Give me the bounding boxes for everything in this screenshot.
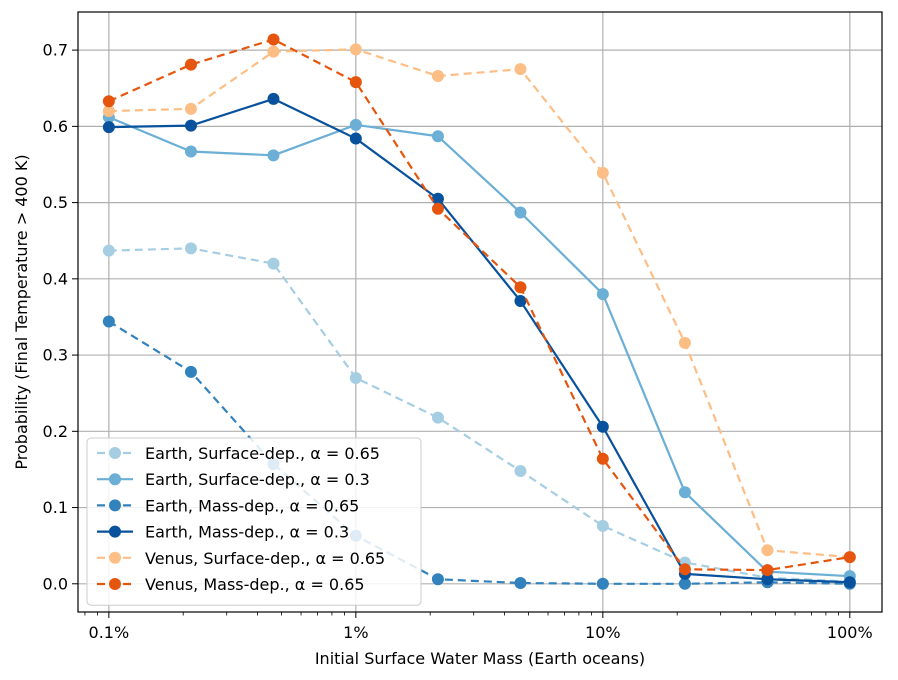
plot-frame [77, 11, 883, 613]
series-line [108, 97, 850, 584]
series-line [108, 48, 850, 559]
grid [78, 12, 882, 612]
series-3 [102, 92, 856, 589]
data-point [678, 577, 691, 590]
legend-item: Earth, Surface-dep., α = 0.65 [97, 444, 380, 463]
legend-box [86, 437, 422, 606]
data-point [678, 336, 691, 349]
x-tick-label: 0.1% [89, 623, 130, 642]
y-tick-label: 0.4 [43, 269, 68, 288]
legend-item: Venus, Mass-dep., α = 0.65 [97, 575, 365, 594]
data-point [349, 371, 362, 384]
data-point [102, 244, 115, 257]
data-point [267, 92, 280, 105]
data-point [596, 166, 609, 179]
legend-marker [109, 578, 121, 590]
x-tick-label: 10% [585, 623, 621, 642]
series-group [102, 33, 856, 590]
x-tick-label: 1% [343, 623, 368, 642]
data-point [596, 452, 609, 465]
data-point [349, 43, 362, 56]
data-point [678, 563, 691, 576]
data-point [431, 192, 444, 205]
data-point [596, 288, 609, 301]
series-5 [102, 33, 856, 577]
legend-item: Earth, Surface-dep., α = 0.3 [97, 470, 370, 489]
legend-item: Venus, Surface-dep., α = 0.65 [97, 549, 385, 568]
series-line [108, 320, 850, 585]
data-point [184, 119, 197, 132]
data-point [596, 577, 609, 590]
data-point [514, 206, 527, 219]
data-point [349, 132, 362, 145]
data-point [102, 315, 115, 328]
data-point [184, 242, 197, 255]
data-point [761, 573, 774, 586]
data-point [678, 486, 691, 499]
data-point [349, 118, 362, 131]
data-point [761, 564, 774, 577]
data-point [267, 257, 280, 270]
y-tick-label: 0.5 [43, 193, 68, 212]
x-tick-label: 100% [827, 623, 873, 642]
data-point [184, 58, 197, 71]
ticks: 0.1% 1% 10% 100% 0.0 0.1 0.2 0.3 0.4 0.5 0.6 0.7 [43, 41, 873, 642]
legend-label: Earth, Mass-dep., α = 0.3 [145, 523, 349, 542]
data-point [514, 281, 527, 294]
data-point [514, 577, 527, 590]
data-point [843, 551, 856, 564]
data-point [514, 294, 527, 307]
series-line [108, 116, 850, 578]
legend-label: Venus, Mass-dep., α = 0.65 [145, 575, 365, 594]
data-point [431, 70, 444, 83]
y-tick-label: 0.6 [43, 117, 68, 136]
y-tick-label: 0.2 [43, 422, 68, 441]
data-point [184, 145, 197, 158]
data-point [843, 576, 856, 589]
y-tick-label: 0.0 [43, 574, 68, 593]
legend-marker [109, 499, 121, 512]
data-point [349, 76, 362, 89]
data-point [514, 464, 527, 477]
data-point [102, 95, 115, 108]
legend-item: Earth, Mass-dep., α = 0.3 [97, 523, 349, 542]
data-point [431, 573, 444, 586]
data-point [514, 63, 527, 76]
legend-marker [109, 525, 121, 538]
legend-marker [109, 473, 121, 486]
legend-item: Earth, Mass-dep., α = 0.65 [97, 496, 359, 515]
y-axis-label: Probability (Final Temperature > 400 K) [12, 154, 31, 469]
legend-label: Earth, Mass-dep., α = 0.65 [145, 496, 359, 515]
data-point [102, 105, 115, 118]
series-line [108, 247, 850, 583]
legend-label: Earth, Surface-dep., α = 0.3 [145, 470, 370, 489]
x-axis-label: Initial Surface Water Mass (Earth oceans… [315, 649, 645, 668]
legend: Earth, Surface-dep., α = 0.65 Earth, Surf… [86, 437, 422, 606]
legend-label: Venus, Surface-dep., α = 0.65 [145, 549, 385, 568]
data-point [102, 121, 115, 134]
legend-label: Earth, Surface-dep., α = 0.65 [145, 444, 380, 463]
data-point [596, 519, 609, 532]
data-point [267, 33, 280, 46]
y-tick-label: 0.3 [43, 346, 68, 365]
data-point [184, 365, 197, 378]
data-point [267, 45, 280, 58]
data-point [761, 544, 774, 557]
series-line [108, 38, 850, 572]
data-point [184, 102, 197, 115]
data-point [431, 202, 444, 215]
legend-marker [109, 551, 121, 564]
legend-marker [109, 447, 121, 459]
y-tick-label: 0.1 [43, 498, 68, 517]
data-point [596, 420, 609, 433]
data-point [431, 411, 444, 424]
data-point [431, 130, 444, 143]
data-point [267, 149, 280, 162]
y-tick-label: 0.7 [43, 41, 68, 60]
